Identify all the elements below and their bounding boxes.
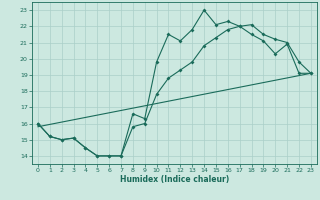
X-axis label: Humidex (Indice chaleur): Humidex (Indice chaleur) xyxy=(120,175,229,184)
